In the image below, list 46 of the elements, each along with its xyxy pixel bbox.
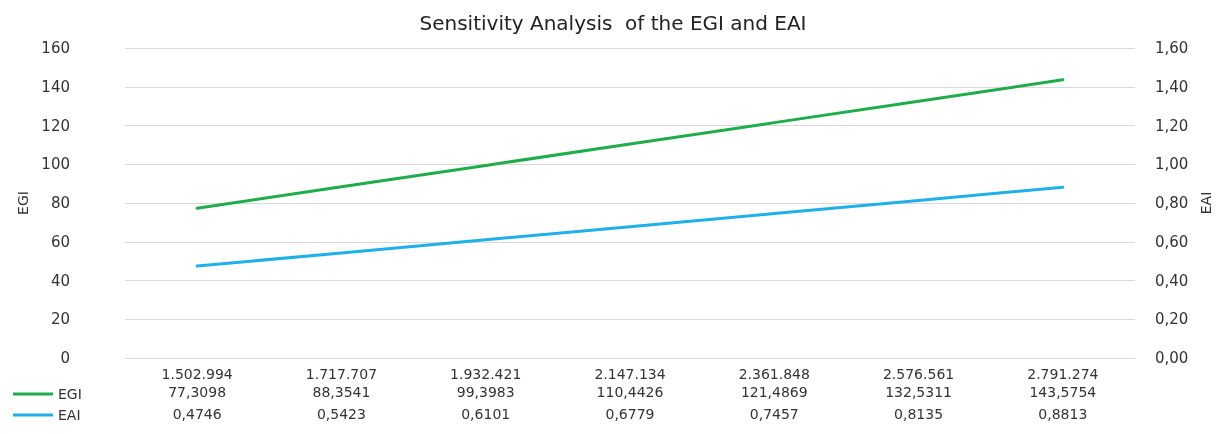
x-tick-label: 2.791.274	[1027, 366, 1099, 382]
data-label: 121,4869	[740, 384, 808, 400]
legend-label: EGI	[58, 386, 82, 402]
y-tick-label: 140	[41, 77, 70, 96]
x-tick-label: 1.502.994	[161, 366, 233, 382]
data-label: 132,5311	[885, 384, 952, 400]
data-label: 99,3983	[456, 384, 515, 400]
y2-tick-label: 1,40	[1155, 77, 1189, 96]
y2-tick-label: 0,00	[1155, 349, 1189, 367]
legend-label: EAI	[58, 407, 81, 423]
y-tick-label: 100	[41, 155, 70, 174]
data-label: 0,7457	[749, 406, 799, 422]
y-tick-label: 80	[50, 194, 70, 212]
y2-tick-label: 0,80	[1155, 194, 1189, 212]
y-tick-label: 120	[41, 116, 70, 135]
y2-tick-label: 0,60	[1155, 232, 1189, 251]
y-tick-label: 20	[50, 310, 70, 329]
line-series	[195, 185, 1065, 268]
data-label: 0,8813	[1038, 406, 1088, 422]
y-tick-label: 60	[50, 232, 70, 251]
x-tick-label: 2.147.134	[594, 366, 666, 382]
data-label: 88,3541	[312, 384, 371, 400]
data-label: 0,5423	[316, 406, 366, 422]
x-tick-label: 2.361.848	[738, 366, 810, 382]
data-label: 0,6101	[461, 406, 511, 422]
y2-axis-title: EAI	[1198, 191, 1215, 215]
y2-tick-label: 1,20	[1155, 116, 1189, 135]
data-label: 0,8135	[894, 406, 944, 422]
y-tick-label: 40	[50, 271, 70, 290]
y2-tick-label: 0,20	[1155, 310, 1189, 329]
data-label: 143,5754	[1029, 384, 1097, 400]
y2-tick-label: 1,00	[1155, 155, 1189, 174]
y2-tick-label: 0,40	[1155, 271, 1189, 290]
y-axis-title: EGI	[15, 191, 32, 215]
x-tick-label: 1.932.421	[450, 366, 522, 382]
data-label: 0,6779	[605, 406, 655, 422]
x-tick-label: 2.576.561	[882, 366, 955, 382]
chart-title: Sensitivity Analysis of the EGI and EAI	[419, 11, 807, 35]
y-tick-label: 0	[60, 349, 70, 367]
line-series	[195, 78, 1065, 210]
data-label: 77,3098	[168, 384, 227, 400]
x-tick-label: 1.717.707	[305, 366, 378, 382]
data-label: 110,4426	[596, 384, 664, 400]
data-label: 0,4746	[172, 406, 222, 422]
y-tick-label: 160	[41, 39, 70, 57]
y2-tick-label: 1,60	[1155, 39, 1189, 57]
